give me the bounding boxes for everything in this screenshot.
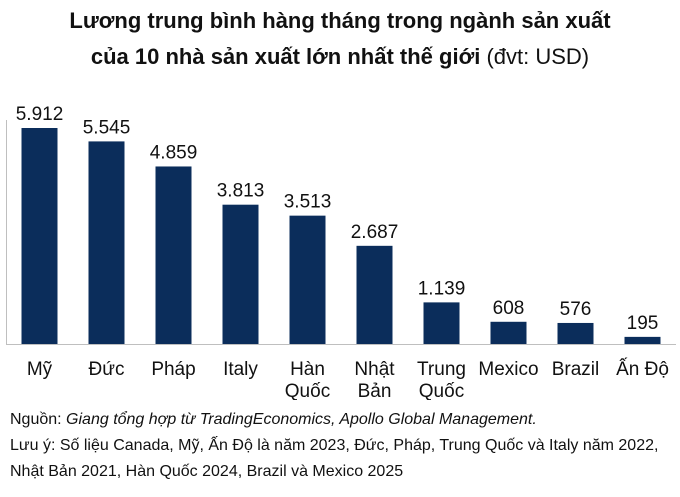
bar — [289, 215, 326, 344]
data-label: 4.859 — [150, 142, 198, 163]
chart-title-main: của 10 nhà sản xuất lớn nhất thế giới — [90, 44, 481, 69]
source-text: Giang tổng hợp từ TradingEconomics, Apol… — [66, 411, 537, 428]
data-label: 576 — [560, 299, 592, 320]
category-label: Brazil — [552, 359, 600, 380]
data-label: 3.813 — [217, 181, 265, 202]
category-label: Mexico — [478, 359, 538, 380]
category-label: Bản — [358, 381, 392, 400]
bar — [88, 141, 125, 344]
data-label: 195 — [627, 313, 659, 334]
data-label: 1.139 — [418, 278, 466, 299]
source-note: Nguồn: Giang tổng hợp từ TradingEconomic… — [10, 407, 675, 433]
category-label: Mỹ — [27, 359, 53, 380]
bar — [21, 128, 58, 344]
chart-title-line-2: của 10 nhà sản xuất lớn nhất thế giới (đ… — [0, 42, 680, 72]
bar — [624, 336, 661, 344]
category-label: Quốc — [419, 381, 464, 400]
category-label: Hàn — [290, 359, 325, 380]
category-label: Đức — [89, 359, 125, 380]
chart-unit: (đvt: USD) — [486, 44, 590, 69]
category-label: Nhật — [354, 359, 395, 380]
footnote: Lưu ý: Số liệu Canada, Mỹ, Ấn Độ là năm … — [10, 437, 659, 480]
bar — [557, 322, 594, 344]
source-prefix: Nguồn: — [10, 411, 67, 428]
category-label: Quốc — [285, 381, 330, 400]
bar — [155, 166, 192, 344]
bar — [222, 204, 259, 344]
category-label: Trung — [417, 359, 466, 380]
category-label: Pháp — [151, 359, 195, 380]
category-label: Ấn Độ — [616, 358, 669, 380]
bar — [356, 245, 393, 344]
data-label: 5.912 — [16, 104, 64, 125]
bars-group: 5.912 Mỹ 5.545 Đức 4.859 Pháp 3.813 Italy 3.513 H… — [16, 104, 669, 400]
data-label: 3.513 — [284, 192, 332, 213]
data-label: 608 — [493, 298, 525, 319]
chart-title-line-1: Lương trung bình hàng tháng trong ngành … — [69, 8, 611, 33]
data-label: 2.687 — [351, 222, 399, 243]
data-label: 5.545 — [83, 117, 131, 138]
bar-chart: 5.912 Mỹ 5.545 Đức 4.859 Pháp 3.813 Italy 3.513 H… — [6, 104, 676, 400]
category-label: Italy — [223, 359, 258, 380]
bar — [490, 321, 527, 344]
bar — [423, 302, 460, 344]
